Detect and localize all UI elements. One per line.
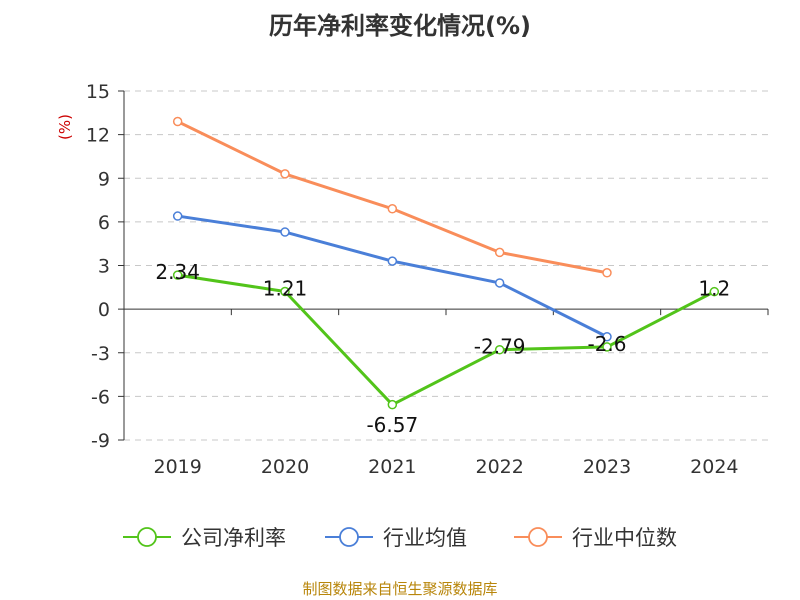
axes: [118, 90, 769, 441]
data-point: [387, 256, 398, 266]
data-point: [172, 211, 183, 221]
data-point: [387, 204, 398, 214]
legend: 公司净利率 行业均值 行业中位数: [123, 526, 677, 550]
y-tick-label: 6: [98, 212, 110, 234]
y-axis-unit: (%): [56, 114, 74, 140]
grid-lines: [124, 90, 768, 441]
data-point: [172, 270, 183, 280]
data-label: 2.34: [155, 260, 200, 284]
data-point: [494, 344, 505, 355]
data-point: [280, 227, 290, 237]
legend-swatch-marker: [528, 527, 548, 547]
data-label: -2.6: [587, 332, 626, 356]
y-tick-label: -6: [91, 386, 110, 408]
y-tick-label: 15: [86, 81, 110, 103]
x-tick-label: 2024: [690, 456, 738, 478]
y-tick-label: 3: [98, 256, 110, 278]
x-tick-labels: 2019 2020 2021 2022 2023 2024: [153, 456, 738, 478]
series-lines: [172, 116, 720, 410]
data-label: 1.2: [698, 277, 730, 301]
data-labels: 2.34 1.21 -6.57 -2.79 -2.6 1.2: [155, 260, 730, 437]
x-tick-label: 2023: [583, 456, 631, 478]
x-tick-label: 2019: [153, 456, 201, 478]
legend-label: 行业中位数: [572, 526, 677, 550]
data-label: -2.79: [474, 335, 526, 359]
y-tick-label: 9: [98, 168, 110, 190]
data-point: [494, 278, 505, 288]
x-tick-label: 2020: [261, 456, 309, 478]
data-source-note: 制图数据来自恒生聚源数据库: [302, 580, 497, 598]
data-point: [494, 247, 505, 258]
y-tick-label: 0: [98, 299, 110, 321]
data-point: [602, 268, 612, 278]
data-point: [387, 399, 398, 410]
data-label: 1.21: [263, 277, 308, 301]
legend-label: 公司净利率: [181, 526, 286, 550]
data-point: [602, 332, 612, 342]
data-point: [602, 342, 612, 352]
legend-swatch-marker: [137, 527, 157, 547]
series-line-2: [177, 214, 608, 339]
y-tick-label: 12: [86, 125, 110, 147]
data-label: -6.57: [366, 413, 418, 437]
x-tick-label: 2022: [475, 456, 523, 478]
series-line-3: [177, 120, 608, 275]
data-point: [280, 169, 290, 179]
legend-label: 行业均值: [383, 526, 467, 550]
y-tick-label: -3: [91, 343, 110, 365]
y-tick-label: -9: [91, 430, 110, 452]
chart-title: 历年净利率变化情况(%): [269, 12, 531, 40]
legend-swatch-marker: [339, 527, 359, 547]
x-tick-label: 2021: [368, 456, 416, 478]
series-line-1: [177, 273, 716, 407]
y-tick-labels: 15 12 9 6 3 0 -3 -6 -9: [86, 81, 110, 452]
data-point: [172, 116, 183, 127]
data-point: [280, 286, 290, 297]
data-point: [709, 286, 720, 297]
